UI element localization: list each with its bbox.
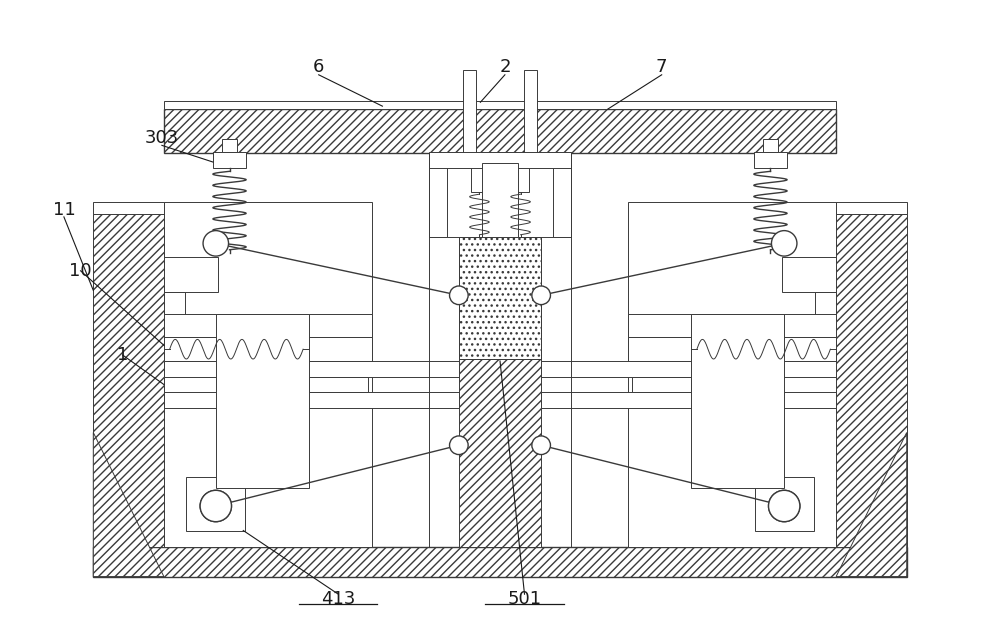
- Bar: [164, 202, 372, 547]
- Bar: [754, 253, 787, 269]
- Bar: [164, 109, 836, 153]
- Bar: [815, 293, 836, 330]
- Bar: [309, 376, 368, 392]
- Bar: [524, 70, 537, 153]
- Bar: [213, 153, 246, 168]
- Text: 6: 6: [313, 58, 324, 76]
- Bar: [93, 214, 164, 547]
- Bar: [471, 158, 488, 192]
- Bar: [164, 293, 185, 330]
- Bar: [755, 477, 814, 531]
- Bar: [164, 337, 372, 361]
- Bar: [164, 314, 372, 337]
- Bar: [836, 202, 907, 214]
- Bar: [459, 359, 541, 547]
- Circle shape: [769, 490, 800, 521]
- Text: 11: 11: [53, 201, 75, 219]
- Bar: [754, 153, 787, 168]
- Bar: [691, 314, 784, 489]
- Bar: [429, 153, 571, 236]
- Bar: [628, 337, 836, 361]
- Bar: [628, 202, 836, 547]
- Text: 7: 7: [656, 58, 667, 76]
- Bar: [553, 153, 571, 236]
- Circle shape: [532, 286, 550, 304]
- Bar: [628, 314, 836, 337]
- Bar: [93, 547, 907, 577]
- Circle shape: [450, 436, 468, 454]
- Bar: [763, 138, 778, 153]
- Bar: [782, 257, 836, 293]
- Circle shape: [200, 490, 231, 521]
- Bar: [459, 236, 541, 359]
- Text: 10: 10: [69, 262, 92, 280]
- Text: 2: 2: [499, 58, 511, 76]
- Bar: [541, 361, 836, 376]
- Bar: [216, 314, 309, 489]
- Bar: [164, 257, 218, 293]
- Circle shape: [203, 231, 229, 256]
- Polygon shape: [93, 433, 164, 577]
- Circle shape: [769, 490, 800, 521]
- Bar: [164, 361, 459, 376]
- Bar: [429, 153, 571, 168]
- Bar: [186, 477, 245, 531]
- Text: 413: 413: [321, 590, 355, 608]
- Bar: [222, 138, 237, 153]
- Bar: [459, 236, 541, 359]
- Bar: [213, 253, 246, 269]
- Bar: [463, 70, 476, 153]
- Bar: [482, 163, 518, 236]
- Circle shape: [771, 231, 797, 256]
- Circle shape: [532, 436, 550, 454]
- Text: 501: 501: [507, 590, 542, 608]
- Circle shape: [200, 490, 231, 521]
- Bar: [164, 101, 836, 109]
- Bar: [541, 392, 836, 408]
- Bar: [93, 202, 164, 214]
- Bar: [836, 214, 907, 547]
- Bar: [512, 158, 529, 192]
- Polygon shape: [836, 433, 907, 577]
- Text: 303: 303: [145, 128, 179, 146]
- Bar: [429, 153, 447, 236]
- Bar: [632, 376, 691, 392]
- Text: 1: 1: [117, 346, 128, 364]
- Circle shape: [450, 286, 468, 304]
- Bar: [164, 392, 459, 408]
- Bar: [459, 236, 541, 359]
